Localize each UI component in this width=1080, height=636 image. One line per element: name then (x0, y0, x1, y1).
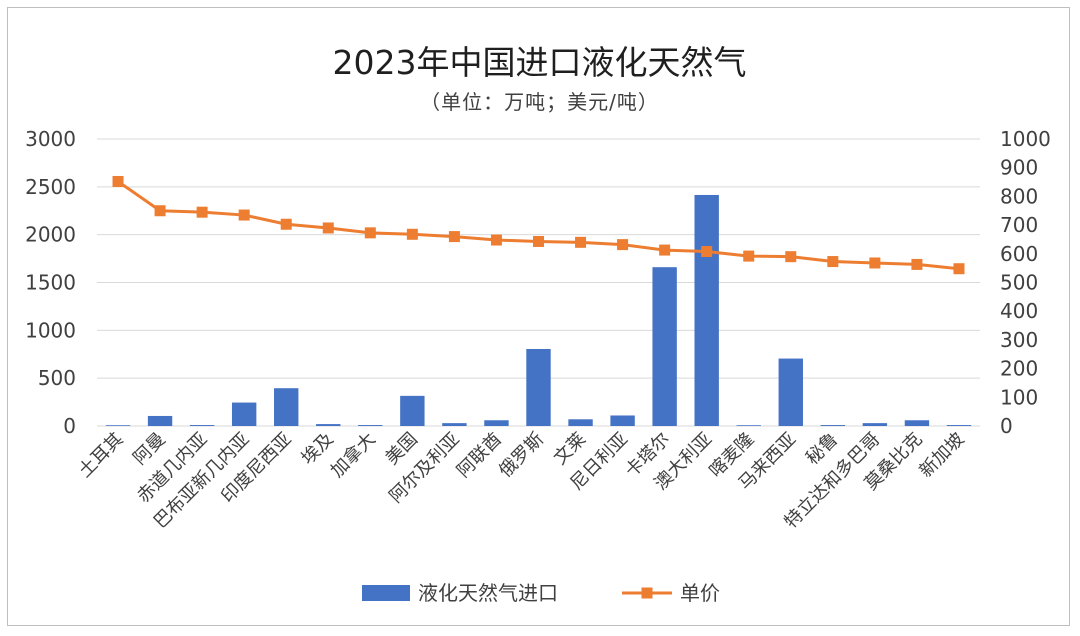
bar (610, 415, 635, 426)
left-tick-label: 2000 (25, 223, 76, 247)
bar (946, 425, 972, 426)
line-point (364, 227, 376, 239)
bar (189, 425, 215, 426)
category-label: 土耳其 (75, 429, 128, 482)
line-point (911, 258, 923, 270)
bar (316, 424, 341, 426)
line-point (448, 231, 460, 243)
line-point (701, 246, 713, 258)
bar (904, 420, 930, 426)
right-tick-label: 0 (1000, 414, 1013, 438)
bar (274, 388, 299, 426)
bar (105, 425, 131, 426)
line-series (112, 175, 965, 275)
line-point (280, 218, 292, 230)
bar (358, 425, 383, 426)
line-point (322, 222, 334, 234)
right-axis-ticks: 0 100 200 300 400 500 600 700 800 900 1000 (1000, 127, 1051, 438)
left-tick-label: 3000 (25, 127, 76, 151)
line-point (869, 257, 881, 269)
left-tick-label: 500 (38, 366, 76, 390)
bar-series (105, 194, 972, 426)
legend-line-label: 单价 (680, 581, 720, 605)
legend-line-marker (641, 587, 653, 599)
line-point (953, 263, 965, 275)
right-tick-label: 500 (1000, 271, 1038, 295)
left-axis-ticks: 0 500 1000 1500 2000 2500 3000 (25, 127, 76, 438)
left-tick-label: 0 (63, 414, 76, 438)
bar (231, 402, 257, 426)
right-tick-label: 200 (1000, 357, 1038, 381)
bar (736, 425, 761, 426)
legend-bar-swatch (362, 585, 410, 601)
line-point (112, 175, 124, 187)
line-point (575, 236, 587, 248)
left-tick-label: 2500 (25, 175, 76, 199)
chart-frame: 2023年中国进口液化天然气 （单位：万吨；美元/吨） (7, 7, 1070, 626)
category-label: 阿联酋 (453, 429, 506, 482)
category-label: 加拿大 (326, 428, 380, 482)
bar (820, 425, 846, 426)
legend-bar-label: 液化天然气进口 (418, 581, 558, 605)
bar (484, 420, 509, 426)
price-line (117, 180, 960, 271)
legend: 液化天然气进口 单价 (362, 581, 720, 605)
line-point (659, 244, 671, 256)
bar (400, 395, 425, 426)
bar (652, 267, 677, 426)
line-point (533, 235, 544, 247)
bar (442, 423, 467, 426)
bar (568, 419, 593, 426)
line-point (196, 206, 208, 218)
bar (147, 415, 173, 426)
bar (862, 423, 888, 426)
left-tick-label: 1000 (25, 318, 76, 342)
right-tick-label: 800 (1000, 184, 1038, 208)
line-point (238, 209, 250, 221)
right-tick-label: 100 (1000, 385, 1038, 409)
right-tick-label: 700 (1000, 213, 1038, 237)
line-point (827, 256, 839, 268)
line-point (406, 228, 418, 240)
line-point (490, 234, 502, 246)
bar (526, 348, 551, 426)
right-tick-label: 600 (1000, 242, 1038, 266)
bar (694, 194, 719, 426)
bar (778, 358, 803, 426)
right-tick-label: 300 (1000, 328, 1038, 352)
category-label: 俄罗斯 (495, 429, 548, 482)
right-tick-label: 900 (1000, 156, 1038, 180)
right-tick-label: 1000 (1000, 127, 1051, 151)
line-point (785, 251, 797, 263)
chart-title: 2023年中国进口液化天然气 (332, 43, 747, 82)
right-tick-label: 400 (1000, 299, 1038, 323)
line-point (743, 250, 755, 262)
line-point (154, 205, 166, 217)
chart-subtitle: （单位：万吨；美元/吨） (420, 90, 659, 114)
category-label: 新加坡 (915, 429, 968, 482)
left-tick-label: 1500 (25, 271, 76, 295)
line-point (617, 239, 629, 251)
